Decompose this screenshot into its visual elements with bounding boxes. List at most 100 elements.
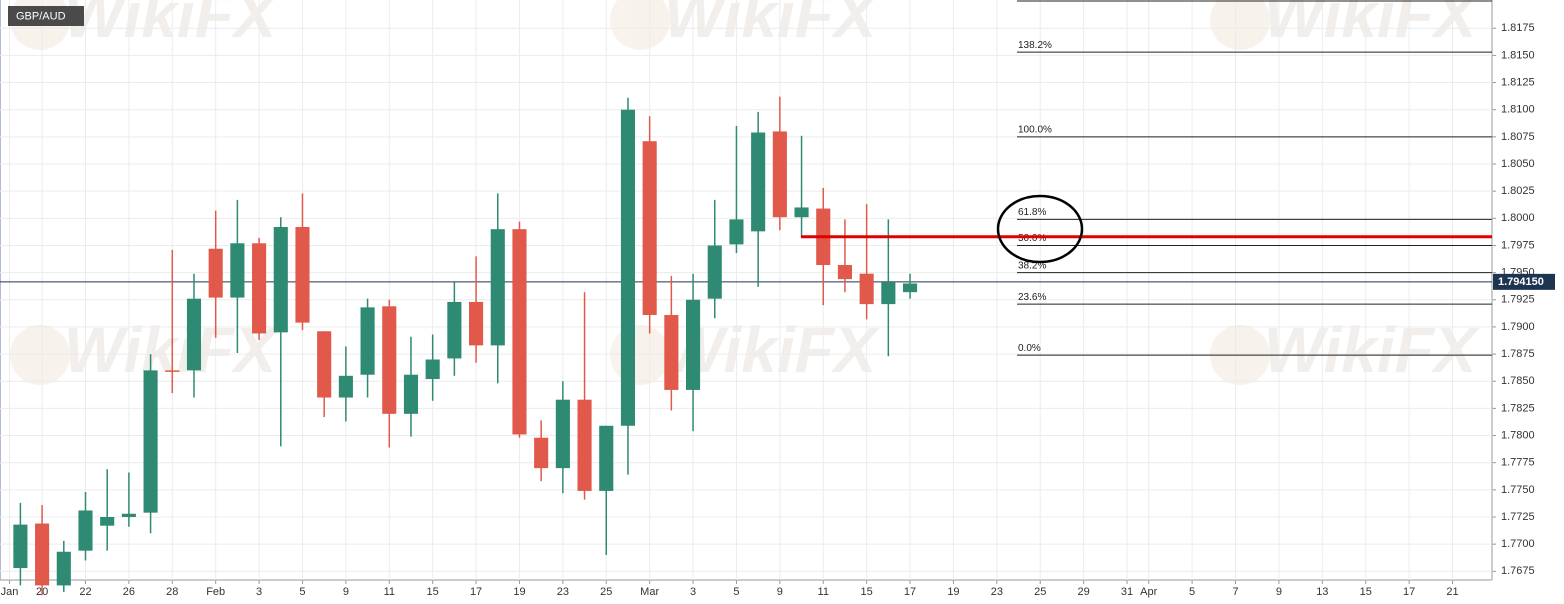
candle-body [881,282,896,305]
candle-body [143,370,158,513]
candle-body [534,437,549,469]
chart-title: GBP/AUD [16,10,66,22]
fib-label: 23.6% [1018,292,1046,303]
y-tick-label: 1.7925 [1501,294,1535,306]
candle-body [577,399,592,491]
fib-label: 38.2% [1018,260,1046,271]
candle-body [425,359,440,380]
candle-body [642,141,657,315]
candle-body [121,513,136,518]
x-tick-label: Apr [1140,586,1157,598]
candle-body [837,265,852,280]
candle-body [338,375,353,398]
x-tick-label: 21 [1446,586,1458,598]
candle-body [230,243,245,298]
x-tick-label: 19 [947,586,959,598]
y-tick-label: 1.7850 [1501,375,1535,387]
watermark-logo [610,325,670,385]
candle-body [490,229,505,346]
x-tick-label: 17 [470,586,482,598]
candle-body [295,227,310,323]
x-tick-label: 29 [1078,586,1090,598]
y-tick-label: 1.8100 [1501,104,1535,116]
candle-body [100,517,115,526]
x-tick-label: 5 [1189,586,1195,598]
y-tick-label: 1.7875 [1501,348,1535,360]
x-tick-label: 13 [1316,586,1328,598]
candle-body [599,425,614,491]
x-tick-label: 25 [1034,586,1046,598]
highlight-circle [996,194,1084,264]
fib-label: 61.8% [1018,207,1046,218]
x-tick-label: 23 [991,586,1003,598]
candle-body [555,399,570,469]
x-tick-label: Feb [206,586,225,598]
x-tick-label: 15 [427,586,439,598]
x-tick-label: 17 [1403,586,1415,598]
candle-body [751,132,766,232]
watermark: WikiFX [1264,0,1480,51]
fib-label: 138.2% [1018,40,1052,51]
x-tick-label: 25 [600,586,612,598]
candle-body [403,374,419,414]
candle-body [447,301,462,359]
candle-body [902,283,918,293]
y-tick-label: 1.8000 [1501,212,1535,224]
watermark-logo [10,325,70,385]
fib-label: 50.0% [1018,233,1046,244]
x-tick-label: 5 [299,586,305,598]
candle-body [686,299,701,390]
x-tick-label: 3 [256,586,262,598]
x-tick-label: 15 [1360,586,1372,598]
x-tick-label: 22 [79,586,91,598]
x-tick-label: 23 [557,586,569,598]
candle-body [360,307,375,375]
x-tick-label: 9 [343,586,349,598]
y-tick-label: 1.7675 [1501,565,1535,577]
x-tick-label: Jan [1,586,19,598]
watermark: WikiFX [64,0,280,51]
x-tick-label: 19 [513,586,525,598]
price-tag [1493,273,1555,290]
x-tick-label: 7 [1232,586,1238,598]
candle-body [317,331,332,398]
candle-body [772,131,787,218]
candle-body [78,510,93,551]
candle-body [794,207,809,218]
candle-body [165,370,180,372]
y-tick-label: 1.8075 [1501,131,1535,143]
x-tick-label: 11 [818,586,829,598]
candle-body [382,306,397,414]
candle-body [707,245,722,299]
fib-label: 100.0% [1018,124,1052,135]
y-tick-label: 1.8025 [1501,185,1535,197]
y-tick-label: 1.7825 [1501,402,1535,414]
x-tick-label: Mar [640,586,659,598]
x-tick-label: 11 [384,586,395,598]
candle-body [273,227,288,333]
candle-body [186,298,202,371]
y-tick-label: 1.8125 [1501,76,1535,88]
watermark: WikiFX [664,0,880,51]
watermark: WikiFX [1264,314,1480,386]
title-box [8,6,84,26]
candle-body [512,229,527,435]
y-tick-label: 1.8050 [1501,158,1535,170]
candle-body [56,551,71,586]
y-tick-label: 1.8175 [1501,22,1535,34]
y-tick-label: 1.7975 [1501,239,1535,251]
watermark-logo [1210,0,1270,50]
y-tick-label: 1.7800 [1501,429,1535,441]
x-tick-label: 26 [123,586,135,598]
candle-body [469,301,484,346]
x-tick-label: 3 [690,586,696,598]
candle-body [620,109,636,426]
y-tick-label: 1.7700 [1501,538,1535,550]
y-tick-label: 1.8150 [1501,49,1535,61]
y-tick-label: 1.7750 [1501,484,1535,496]
y-tick-label: 1.7725 [1501,511,1535,523]
x-tick-label: 15 [861,586,873,598]
